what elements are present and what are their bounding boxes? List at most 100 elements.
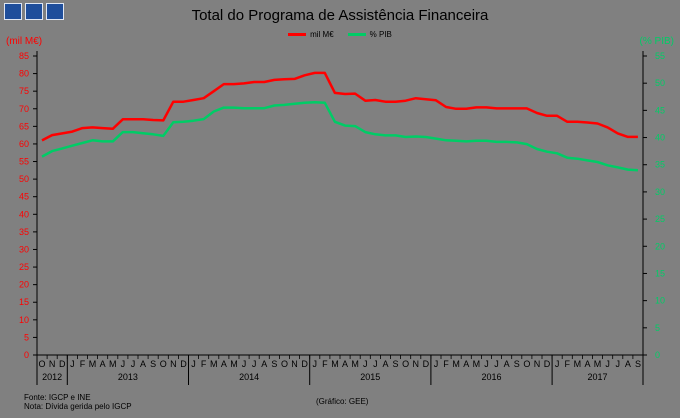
month-tick-label: J	[252, 359, 257, 369]
month-tick-label: F	[201, 359, 207, 369]
chart-credit: (Gráfico: GEE)	[316, 397, 369, 406]
month-tick-label: F	[565, 359, 571, 369]
logo-block	[25, 3, 43, 20]
legend-label-pib: % PIB	[369, 30, 392, 39]
month-tick-label: A	[140, 359, 146, 369]
month-tick-label: J	[616, 359, 621, 369]
month-tick-label: D	[180, 359, 187, 369]
month-tick-label: J	[70, 359, 75, 369]
left-axis-tick-label: 10	[19, 315, 29, 325]
month-tick-label: J	[494, 359, 499, 369]
legend-item-pib: % PIB	[347, 30, 392, 39]
left-axis-tick-label: 80	[19, 69, 29, 79]
chart-legend: mil M€ % PIB	[0, 30, 680, 39]
month-tick-label: O	[39, 359, 46, 369]
left-axis-tick-label: 50	[19, 174, 29, 184]
right-axis-tick-label: 30	[655, 187, 665, 197]
month-tick-label: D	[544, 359, 551, 369]
month-tick-label: M	[89, 359, 97, 369]
left-axis-tick-label: 15	[19, 297, 29, 307]
month-tick-label: M	[351, 359, 359, 369]
month-tick-label: N	[413, 359, 420, 369]
month-tick-label: O	[523, 359, 530, 369]
month-tick-label: M	[594, 359, 602, 369]
year-tick-label: 2013	[118, 372, 138, 382]
left-axis-tick-label: 40	[19, 209, 29, 219]
month-tick-label: O	[402, 359, 409, 369]
source-text: Fonte: IGCP e INE	[24, 393, 91, 402]
month-tick-label: S	[150, 359, 156, 369]
month-tick-label: J	[131, 359, 136, 369]
left-axis-tick-label: 35	[19, 227, 29, 237]
month-tick-label: A	[463, 359, 469, 369]
month-tick-label: J	[484, 359, 489, 369]
month-tick-label: N	[170, 359, 177, 369]
right-axis-tick-label: 0	[655, 350, 660, 360]
month-tick-label: A	[221, 359, 227, 369]
month-tick-label: J	[313, 359, 318, 369]
month-tick-label: A	[504, 359, 510, 369]
month-tick-label: M	[574, 359, 582, 369]
month-tick-label: A	[625, 359, 631, 369]
month-tick-label: M	[473, 359, 481, 369]
logo-block	[4, 3, 22, 20]
month-tick-label: A	[261, 359, 267, 369]
month-tick-label: S	[635, 359, 641, 369]
month-tick-label: J	[555, 359, 560, 369]
month-tick-label: S	[393, 359, 399, 369]
left-axis-tick-label: 30	[19, 244, 29, 254]
right-axis-tick-label: 50	[655, 78, 665, 88]
year-tick-label: 2012	[42, 372, 62, 382]
left-axis-tick-label: 0	[24, 350, 29, 360]
left-axis-tick-label: 45	[19, 192, 29, 202]
left-axis-tick-label: 55	[19, 157, 29, 167]
month-tick-label: S	[271, 359, 277, 369]
month-tick-label: M	[210, 359, 218, 369]
month-tick-label: J	[363, 359, 368, 369]
series-line-pib	[41, 100, 638, 172]
month-tick-label: D	[423, 359, 430, 369]
gee-logo	[4, 3, 64, 20]
month-tick-label: N	[291, 359, 298, 369]
month-tick-label: D	[301, 359, 308, 369]
right-axis-unit: (% PIB)	[639, 36, 674, 47]
right-axis-tick-label: 35	[655, 160, 665, 170]
left-axis-tick-label: 20	[19, 280, 29, 290]
left-axis-tick-label: 75	[19, 86, 29, 96]
left-axis-tick-label: 65	[19, 121, 29, 131]
month-tick-label: J	[121, 359, 126, 369]
month-tick-label: S	[514, 359, 520, 369]
month-tick-label: J	[373, 359, 378, 369]
month-tick-label: N	[534, 359, 541, 369]
left-axis-tick-label: 5	[24, 332, 29, 342]
series-line-eur	[41, 71, 638, 142]
legend-label-eur: mil M€	[310, 30, 334, 39]
legend-swatch-pib	[347, 33, 366, 36]
legend-item-eur: mil M€	[288, 30, 334, 39]
month-tick-label: O	[160, 359, 167, 369]
month-tick-label: A	[100, 359, 106, 369]
year-tick-label: 2014	[239, 372, 259, 382]
month-tick-label: A	[584, 359, 590, 369]
month-tick-label: J	[605, 359, 610, 369]
month-tick-label: F	[80, 359, 86, 369]
month-tick-label: J	[191, 359, 196, 369]
month-tick-label: F	[322, 359, 328, 369]
left-axis-tick-label: 70	[19, 104, 29, 114]
right-axis-tick-label: 10	[655, 296, 665, 306]
right-axis-tick-label: 25	[655, 214, 665, 224]
month-tick-label: F	[443, 359, 449, 369]
left-axis-tick-label: 25	[19, 262, 29, 272]
month-tick-label: N	[49, 359, 56, 369]
right-axis-tick-label: 20	[655, 241, 665, 251]
month-tick-label: M	[230, 359, 238, 369]
right-axis-tick-label: 40	[655, 133, 665, 143]
month-tick-label: O	[281, 359, 288, 369]
left-axis-unit: (mil M€)	[6, 36, 43, 47]
month-tick-label: A	[382, 359, 388, 369]
legend-swatch-eur	[288, 33, 307, 36]
year-tick-label: 2017	[588, 372, 608, 382]
month-tick-label: A	[342, 359, 348, 369]
month-tick-label: J	[434, 359, 439, 369]
